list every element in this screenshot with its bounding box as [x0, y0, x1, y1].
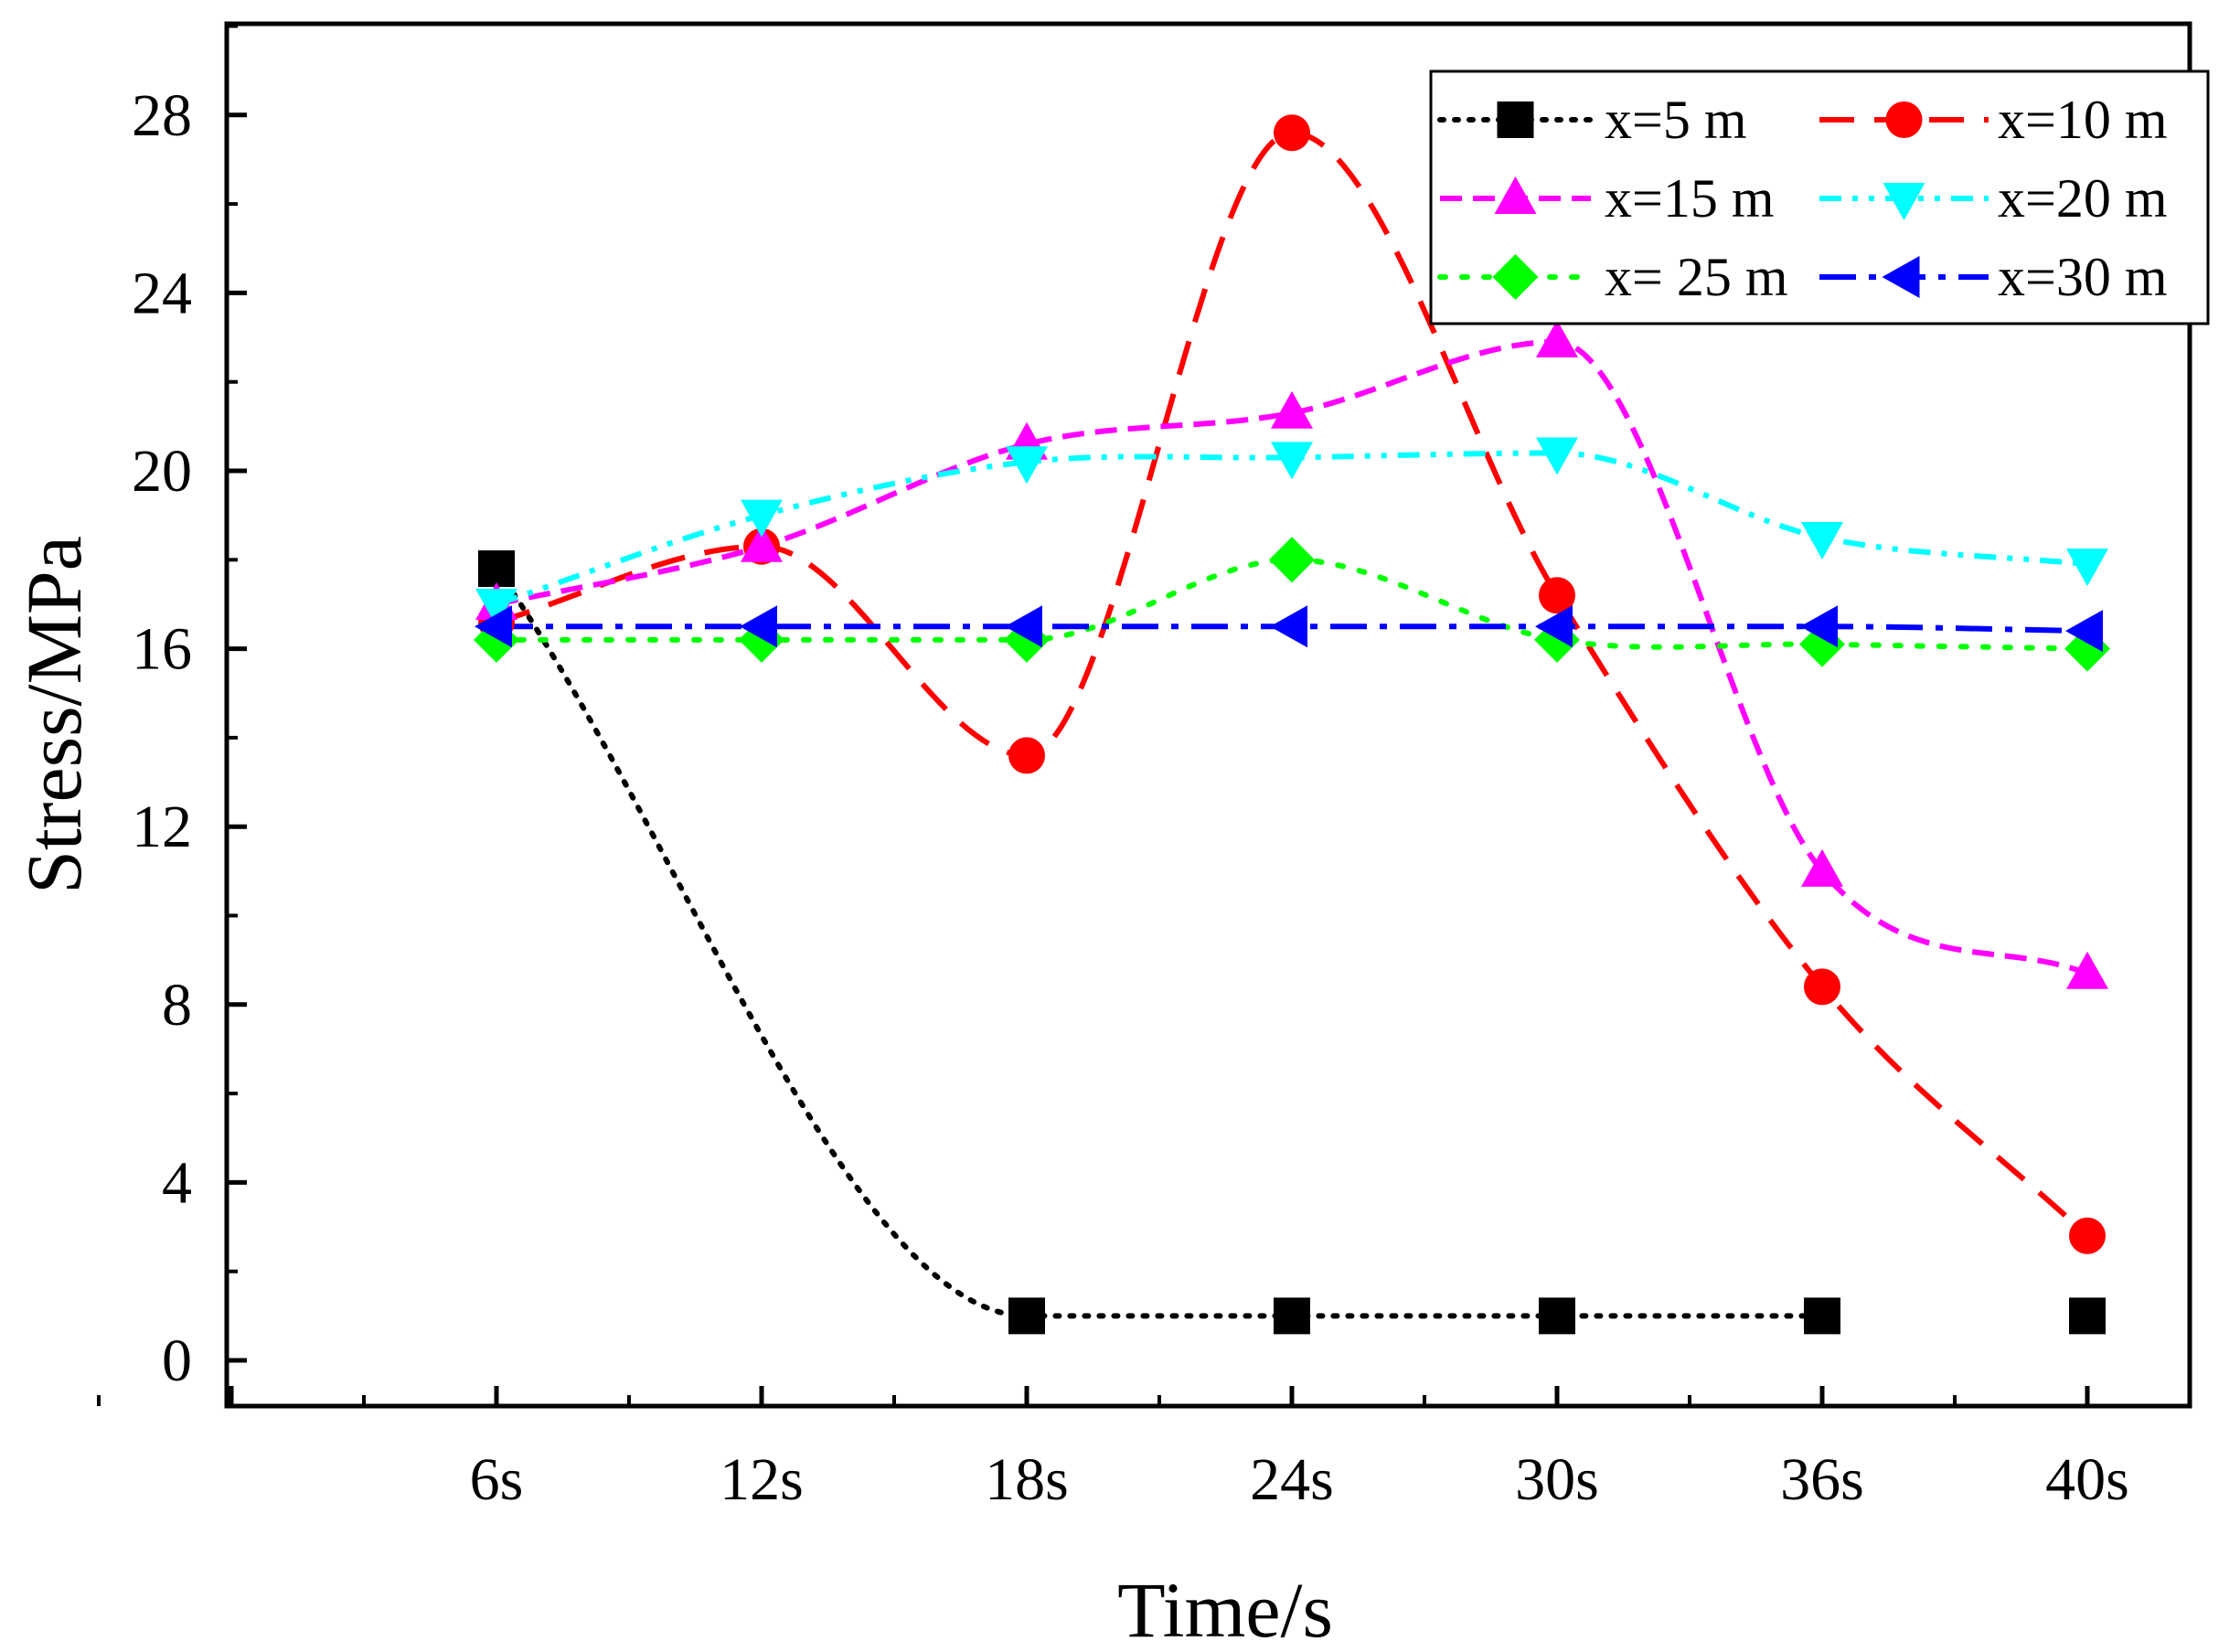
- data-point-s3-4: [1271, 390, 1313, 429]
- y-tick-label: 20: [132, 438, 192, 505]
- data-point-s4-5: [1536, 437, 1578, 475]
- data-point-s3-5: [1536, 319, 1578, 357]
- y-tick-label: 16: [132, 616, 192, 683]
- data-point-s4-6: [1801, 521, 1843, 560]
- plot-frame: [224, 21, 2192, 1409]
- legend: x=5 m x=10 m x=15 m x=20 m x= 25 m x=30 m: [1429, 69, 2210, 325]
- data-point-s5-4: [1269, 537, 1315, 583]
- legend-label-4: x=20 m: [1998, 168, 2168, 229]
- data-point-s6-5: [1535, 605, 1573, 648]
- legend-marker-3: [1494, 176, 1537, 214]
- data-point-s1-6: [2069, 1297, 2106, 1335]
- data-point-s6-1: [475, 605, 512, 648]
- data-point-s1-3: [1274, 1297, 1310, 1335]
- x-tick-label: 36s: [1780, 1446, 1864, 1513]
- x-tick-label: 30s: [1515, 1446, 1599, 1513]
- y-tick-label: 4: [162, 1149, 192, 1216]
- legend-label-5: x= 25 m: [1605, 247, 1788, 307]
- x-tick-label: 24s: [1250, 1446, 1334, 1513]
- data-point-s2-4: [1274, 114, 1310, 152]
- x-axis-title: Time/s: [1117, 1566, 1333, 1652]
- data-point-s3-7: [2066, 951, 2108, 989]
- data-point-s6-3: [1005, 605, 1042, 648]
- y-tick-label: 28: [132, 82, 192, 149]
- legend-marker-2: [1885, 101, 1923, 138]
- y-tick-label: 8: [162, 972, 192, 1039]
- y-tick-label: 0: [162, 1327, 192, 1394]
- data-point-s3-2: [741, 524, 783, 562]
- plot-markers: [474, 114, 2110, 1335]
- data-point-s4-1: [475, 588, 517, 626]
- data-point-s4-4: [1271, 442, 1313, 480]
- data-point-s4-7: [2066, 549, 2108, 587]
- series-line-1: [494, 566, 1825, 1319]
- series-line-2: [496, 130, 2090, 1238]
- series-line-3: [496, 338, 2089, 976]
- y-tick-label: 24: [132, 260, 192, 326]
- data-point-s1-2: [1008, 1297, 1045, 1335]
- x-tick-label: 6s: [470, 1446, 524, 1513]
- data-point-s6-7: [2065, 610, 2103, 653]
- data-point-s2-3: [1008, 737, 1045, 774]
- x-axis-tick-labels: 6s 12s 18s 24s 30s 36s 40s: [470, 1446, 2129, 1513]
- legend-marker-5: [1492, 254, 1539, 300]
- y-axis-ticks: [227, 24, 247, 1363]
- data-point-s6-4: [1270, 605, 1307, 648]
- data-point-s3-6: [1801, 848, 1843, 887]
- legend-marker-1: [1497, 101, 1534, 138]
- y-axis-title: Stress/MPa: [10, 536, 98, 894]
- legend-label-6: x=30 m: [1998, 247, 2168, 307]
- legend-marker-6: [1882, 256, 1920, 298]
- x-tick-label: 18s: [985, 1446, 1069, 1513]
- data-point-s2-6: [1804, 968, 1840, 1006]
- y-axis-tick-labels: 0 4 8 12 16 20 24 28: [132, 82, 192, 1394]
- data-point-s4-3: [1006, 446, 1048, 485]
- data-point-s1-4: [1539, 1297, 1575, 1335]
- data-point-s1-1: [478, 550, 515, 588]
- x-tick-label: 40s: [2045, 1446, 2129, 1513]
- data-point-s4-2: [741, 499, 783, 538]
- data-point-s1-5: [1804, 1297, 1840, 1335]
- data-point-s2-5: [1539, 577, 1575, 614]
- legend-label-2: x=10 m: [1998, 90, 2168, 150]
- y-tick-label: 12: [132, 794, 192, 860]
- x-axis-ticks: [97, 1386, 2090, 1406]
- legend-label-3: x=15 m: [1605, 168, 1775, 229]
- data-point-s2-7: [2069, 1217, 2106, 1254]
- data-point-s6-2: [740, 605, 777, 648]
- legend-label-1: x=5 m: [1605, 90, 1747, 150]
- legend-marker-4: [1883, 183, 1925, 220]
- x-tick-label: 12s: [720, 1446, 804, 1513]
- data-point-s6-6: [1800, 605, 1838, 648]
